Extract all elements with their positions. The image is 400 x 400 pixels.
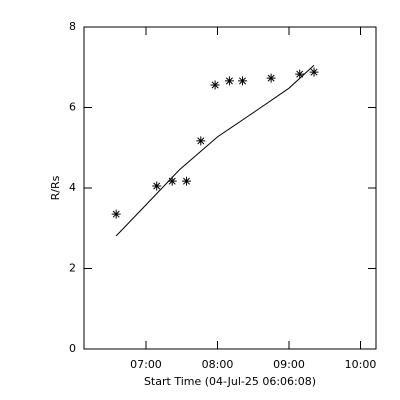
asterisk-marker — [152, 181, 162, 191]
y-axis-label: R/Rs — [49, 175, 62, 200]
asterisk-marker — [309, 67, 319, 77]
asterisk-marker — [210, 80, 220, 90]
y-tick-label: 6 — [69, 101, 76, 114]
x-tick-label: 08:00 — [202, 358, 234, 371]
asterisk-marker — [238, 76, 248, 86]
y-tick-label: 0 — [69, 342, 76, 355]
asterisk-marker — [295, 69, 305, 79]
asterisk-marker — [224, 76, 234, 86]
asterisk-marker — [196, 136, 206, 146]
y-tick-label: 4 — [69, 181, 76, 194]
fit-line — [115, 64, 315, 237]
asterisk-marker — [181, 176, 191, 186]
y-tick-label: 8 — [69, 20, 76, 33]
asterisk-marker — [167, 176, 177, 186]
x-tick-label: 10:00 — [345, 358, 377, 371]
x-axis-label: Start Time (04-Jul-25 06:06:08) — [144, 375, 316, 388]
asterisk-marker — [111, 209, 121, 219]
y-tick-label: 2 — [69, 262, 76, 275]
x-tick-label: 07:00 — [130, 358, 162, 371]
asterisk-marker — [266, 73, 276, 83]
x-tick-label: 09:00 — [273, 358, 305, 371]
